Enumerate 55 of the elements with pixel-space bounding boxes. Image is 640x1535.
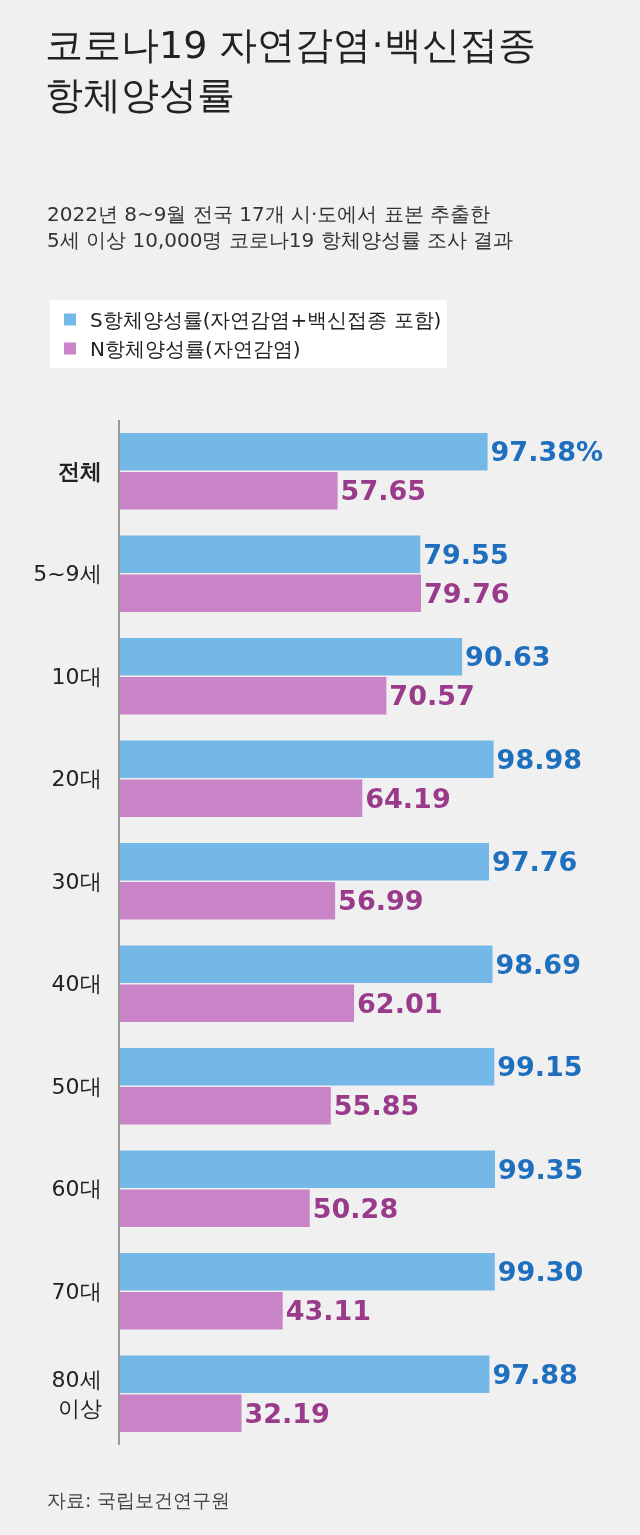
bar	[120, 638, 463, 676]
y-tick-label: 10대	[51, 663, 102, 689]
data-label: 56.99	[338, 885, 424, 917]
data-label: 97.76	[492, 846, 578, 878]
bar	[120, 1355, 490, 1393]
data-label: 50.28	[312, 1192, 399, 1224]
bar	[120, 472, 338, 510]
data-label: 32.19	[244, 1397, 330, 1429]
data-label: 57.65	[340, 475, 427, 507]
data-label: 97.88	[492, 1358, 578, 1390]
data-label: 70.57	[389, 680, 475, 712]
bar	[120, 1292, 283, 1330]
text: 자료: 국립보건연구원	[47, 1489, 231, 1511]
y-tick-label: 60대	[51, 1176, 102, 1202]
legend-label: N항체양성률(자연감염)	[90, 337, 301, 362]
y-tick-label: 20대	[51, 766, 102, 792]
bar	[120, 535, 421, 573]
y-tick-label: 80세 이상	[51, 1367, 102, 1421]
bar	[120, 433, 488, 471]
y-tick-label: 30대	[51, 868, 102, 894]
chart-title: 코로나19 자연감염·백신접종 항체양성률	[45, 23, 536, 117]
data-label: 64.19	[365, 782, 451, 814]
data-label: 62.01	[357, 987, 443, 1019]
bar	[120, 882, 336, 920]
data-label: 55.85	[333, 1090, 420, 1122]
bar	[120, 843, 489, 881]
data-label: 98.98	[496, 743, 583, 775]
bar	[120, 1189, 310, 1227]
y-tick-label: 50대	[51, 1073, 102, 1099]
data-label: 79.55	[423, 538, 509, 570]
legend-label: S항체양성률(자연감염+백신접종 포함)	[90, 308, 442, 333]
bar	[120, 574, 422, 612]
y-tick-label: 전체	[57, 458, 102, 484]
chart-subtitle: 2022년 8~9월 전국 17개 시·도에서 표본 추출한 5세 이상 10,000명 코로나19 항체양성률 조사 결과	[47, 202, 514, 252]
bar	[120, 779, 363, 817]
bar	[120, 1087, 331, 1125]
y-tick-label: 5~9세	[33, 561, 102, 587]
data-label: 99.35	[498, 1153, 584, 1185]
bar	[120, 740, 494, 778]
y-tick-label: 40대	[51, 971, 102, 997]
bar	[120, 1048, 495, 1086]
data-label: 97.38%	[490, 436, 604, 468]
bar	[120, 1253, 495, 1291]
bar	[120, 677, 387, 715]
bar	[120, 1150, 495, 1188]
data-label: 90.63	[465, 641, 551, 673]
data-label: 79.76	[424, 577, 510, 609]
data-label: 99.30	[497, 1256, 584, 1288]
bar	[120, 1394, 242, 1432]
data-label: 99.15	[497, 1051, 583, 1083]
y-tick-label: 70대	[51, 1278, 102, 1304]
bar	[120, 945, 493, 983]
data-label: 43.11	[285, 1295, 372, 1327]
bar	[120, 984, 355, 1022]
data-label: 98.69	[495, 948, 581, 980]
